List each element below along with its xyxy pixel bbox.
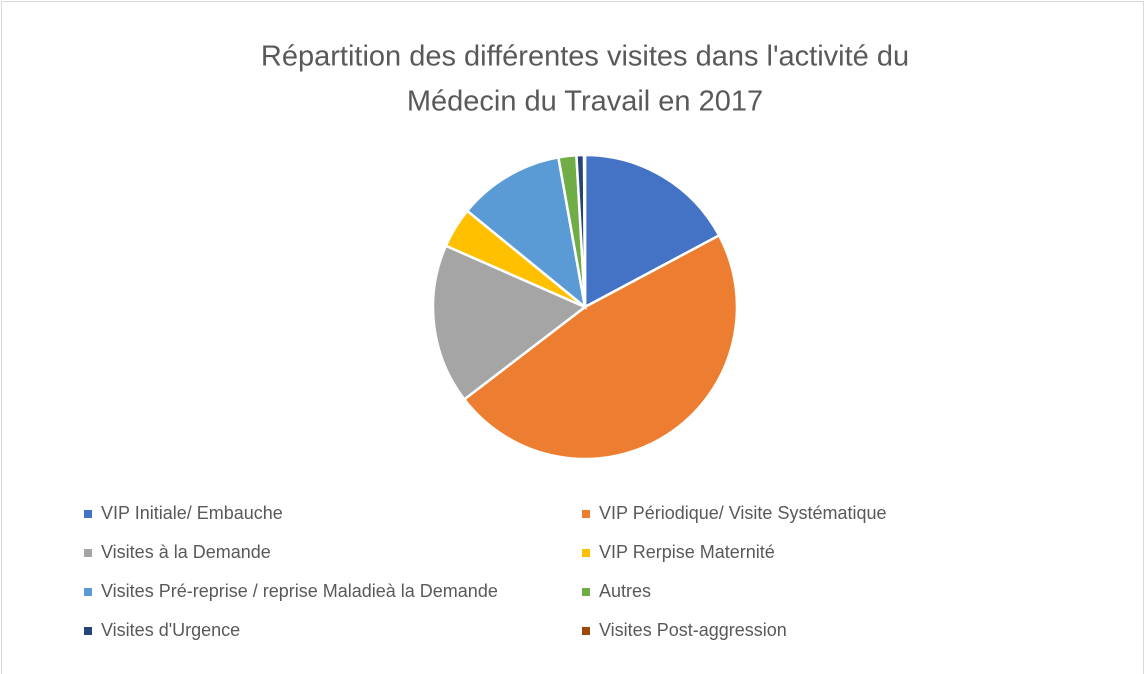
legend-label: Visites Post-aggression <box>599 620 787 640</box>
legend-swatch <box>582 549 590 557</box>
legend-label: VIP Périodique/ Visite Systématique <box>599 503 887 523</box>
legend-swatch <box>84 510 92 518</box>
legend-label: Visites à la Demande <box>101 542 271 562</box>
pie-slice <box>462 233 739 461</box>
legend-swatch <box>84 627 92 635</box>
legend-swatch <box>84 549 92 557</box>
legend-label: Autres <box>599 581 651 601</box>
legend-swatch <box>582 588 590 596</box>
legend-swatch <box>582 627 590 635</box>
legend-label: Visites Pré-reprise / reprise Maladieà l… <box>101 581 498 601</box>
legend-label: VIP Rerpise Maternité <box>599 542 775 562</box>
legend-swatch <box>84 588 92 596</box>
pie-slice <box>465 155 587 311</box>
chart-title: Médecin du Travail en 2017 <box>407 86 763 118</box>
legend-swatch <box>582 510 590 518</box>
legend-label: VIP Initiale/ Embauche <box>101 503 283 523</box>
pie-slice <box>583 153 721 310</box>
chart-title: Répartition des différentes visites dans… <box>261 41 909 73</box>
pie-slice <box>582 153 587 308</box>
legend-label: Visites d'Urgence <box>101 620 240 640</box>
pie-slice <box>431 244 588 402</box>
